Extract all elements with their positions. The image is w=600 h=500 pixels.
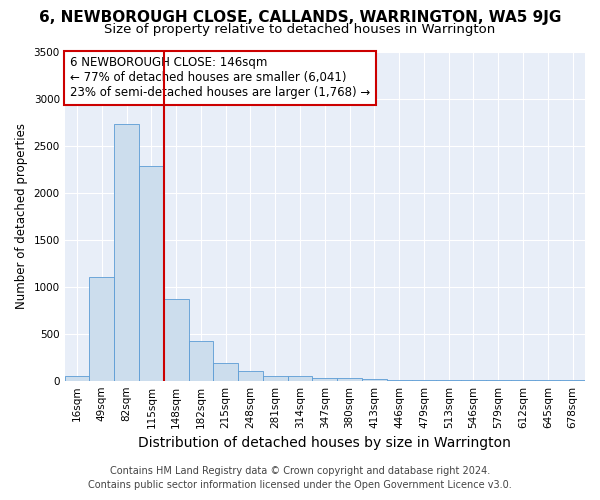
Bar (263, 376, 287, 380)
Bar (65, 376, 89, 380)
Bar (313, 378, 337, 380)
Bar (362, 379, 387, 380)
Bar (337, 378, 362, 380)
Bar (238, 372, 263, 380)
Bar (89, 277, 114, 380)
X-axis label: Distribution of detached houses by size in Warrington: Distribution of detached houses by size … (139, 436, 511, 450)
Text: 6 NEWBOROUGH CLOSE: 146sqm
← 77% of detached houses are smaller (6,041)
23% of s: 6 NEWBOROUGH CLOSE: 146sqm ← 77% of deta… (70, 56, 370, 100)
Bar (188, 341, 214, 380)
Text: Contains HM Land Registry data © Crown copyright and database right 2024.
Contai: Contains HM Land Registry data © Crown c… (88, 466, 512, 490)
Bar (287, 376, 313, 380)
Y-axis label: Number of detached properties: Number of detached properties (15, 123, 28, 309)
Bar (139, 166, 164, 380)
Text: Size of property relative to detached houses in Warrington: Size of property relative to detached ho… (104, 22, 496, 36)
Bar (114, 124, 139, 380)
Text: 6, NEWBOROUGH CLOSE, CALLANDS, WARRINGTON, WA5 9JG: 6, NEWBOROUGH CLOSE, CALLANDS, WARRINGTO… (39, 10, 561, 25)
Bar (214, 364, 238, 380)
Bar (164, 299, 188, 380)
